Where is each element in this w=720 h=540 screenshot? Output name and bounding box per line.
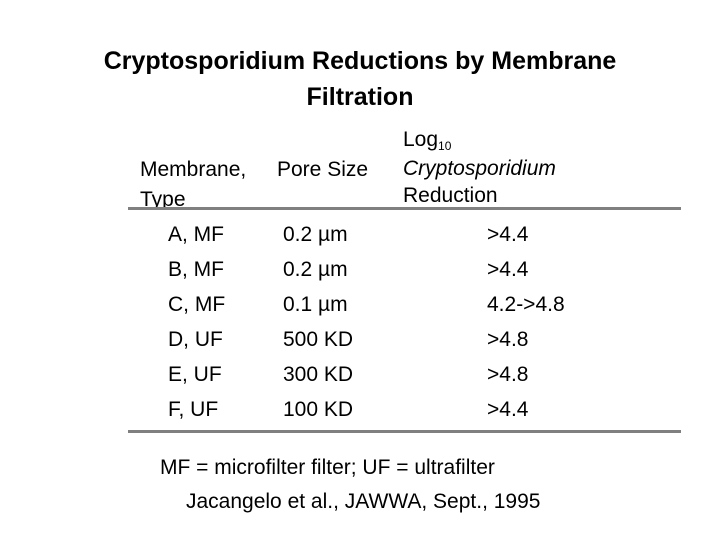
table-top-rule	[128, 207, 681, 210]
table-row: F, UF 100 KD >4.4	[0, 398, 720, 433]
cell-pore-size: 0.2 µm	[283, 223, 348, 246]
slide-title: Cryptosporidium Reductions by Membrane F…	[0, 43, 720, 115]
cell-log-reduction: >4.4	[487, 223, 529, 246]
cell-pore-size: 100 KD	[283, 398, 354, 421]
cell-pore-size: 300 KD	[283, 363, 354, 386]
cell-membrane-type: F, UF	[168, 398, 219, 421]
cell-log-reduction: >4.4	[487, 258, 529, 281]
slide-title-line-1: Cryptosporidium Reductions by Membrane	[103, 47, 617, 75]
cell-pore-size: 500 KD	[283, 328, 354, 351]
cell-membrane-type: D, UF	[168, 328, 223, 351]
header-membrane: Membrane,	[140, 158, 247, 181]
table-row: E, UF 300 KD >4.8	[0, 363, 720, 398]
citation: Jacangelo et al., JAWWA, Sept., 1995	[186, 490, 541, 513]
cell-pore-size: 0.2 µm	[283, 258, 348, 281]
cell-log-reduction: >4.8	[487, 328, 529, 351]
header-reduction: Reduction	[403, 184, 498, 207]
cell-log-reduction: >4.8	[487, 363, 529, 386]
cell-log-reduction: >4.4	[487, 398, 529, 421]
header-log-subscript: 10	[438, 139, 452, 153]
cell-membrane-type: A, MF	[168, 223, 224, 246]
slide-title-line-2: Filtration	[306, 83, 414, 111]
table-row: D, UF 500 KD >4.8	[0, 328, 720, 363]
cell-membrane-type: C, MF	[168, 293, 226, 316]
table-bottom-rule	[128, 430, 681, 433]
header-type: Type	[140, 188, 186, 208]
cell-membrane-type: E, UF	[168, 363, 222, 386]
cell-log-reduction: 4.2->4.8	[487, 293, 565, 316]
table-row: C, MF 0.1 µm 4.2->4.8	[0, 293, 720, 328]
header-log: Log10	[403, 128, 451, 158]
table-row: B, MF 0.2 µm >4.4	[0, 258, 720, 293]
cell-pore-size: 0.1 µm	[283, 293, 348, 316]
header-log-base: Log	[403, 128, 439, 151]
header-pore-size: Pore Size	[277, 158, 369, 181]
header-cryptosporidium: Cryptosporidium	[403, 157, 556, 180]
table-row: A, MF 0.2 µm >4.4	[0, 223, 720, 258]
abbreviation-note: MF = microfilter filter; UF = ultrafilte…	[160, 456, 495, 479]
cell-membrane-type: B, MF	[168, 258, 224, 281]
